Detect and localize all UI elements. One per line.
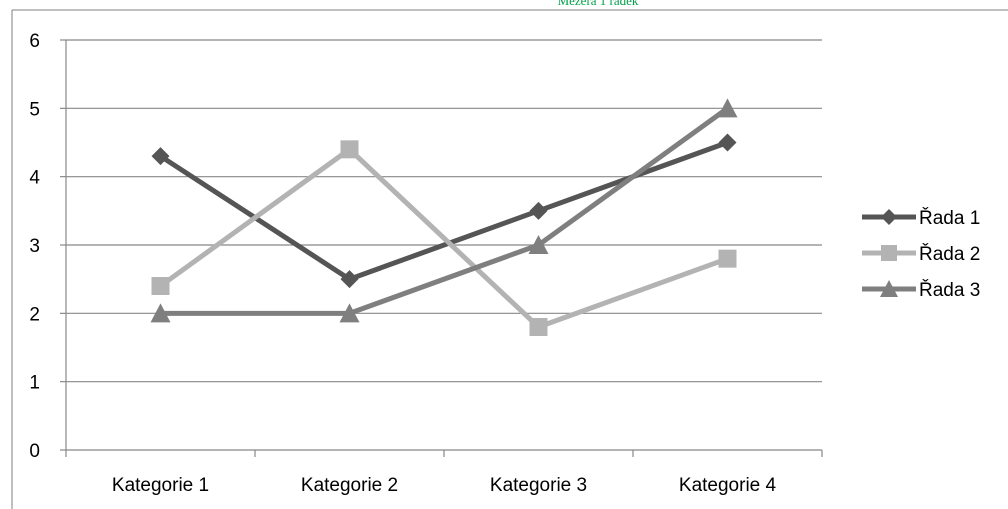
series-line	[159, 140, 729, 282]
x-tick-label: Kategorie 4	[679, 475, 777, 496]
data-point	[528, 235, 549, 254]
data-point	[339, 303, 360, 323]
x-tick-label: Kategorie 2	[301, 475, 398, 496]
y-tick-label: 1	[29, 373, 40, 394]
y-tick-label: 2	[29, 304, 40, 325]
y-tick-label: 3	[29, 236, 40, 257]
y-tick-label: 4	[29, 168, 40, 189]
series-line	[160, 106, 729, 316]
data-point	[717, 98, 738, 118]
data-point	[340, 270, 359, 289]
legend-marker	[881, 209, 897, 225]
x-tick-label: Kategorie 3	[490, 475, 587, 496]
data-point	[529, 201, 548, 220]
data-point	[529, 318, 548, 336]
legend-marker	[880, 280, 898, 297]
legend-label: Řada 2	[919, 243, 980, 265]
series-group	[150, 98, 738, 323]
data-point	[718, 133, 737, 152]
series-group	[151, 133, 737, 289]
legend-marker	[881, 245, 897, 261]
x-tick-label: Kategorie 1	[112, 475, 209, 496]
legend-item: Řada 3	[862, 279, 980, 301]
series-group	[151, 140, 737, 336]
y-tick-label: 6	[29, 31, 40, 52]
y-tick-label: 5	[29, 99, 40, 120]
legend-item: Řada 2	[862, 243, 980, 265]
legend-label: Řada 3	[919, 279, 980, 301]
header-note: Mezera 1 řádek	[558, 0, 639, 8]
y-tick-label: 0	[29, 441, 40, 462]
data-point	[340, 140, 359, 159]
data-point	[151, 277, 170, 295]
data-point	[151, 147, 170, 166]
data-point	[718, 249, 737, 268]
legend-label: Řada 1	[919, 207, 980, 229]
legend-item: Řada 1	[862, 207, 980, 229]
data-point	[150, 303, 171, 323]
series-line	[159, 146, 729, 330]
